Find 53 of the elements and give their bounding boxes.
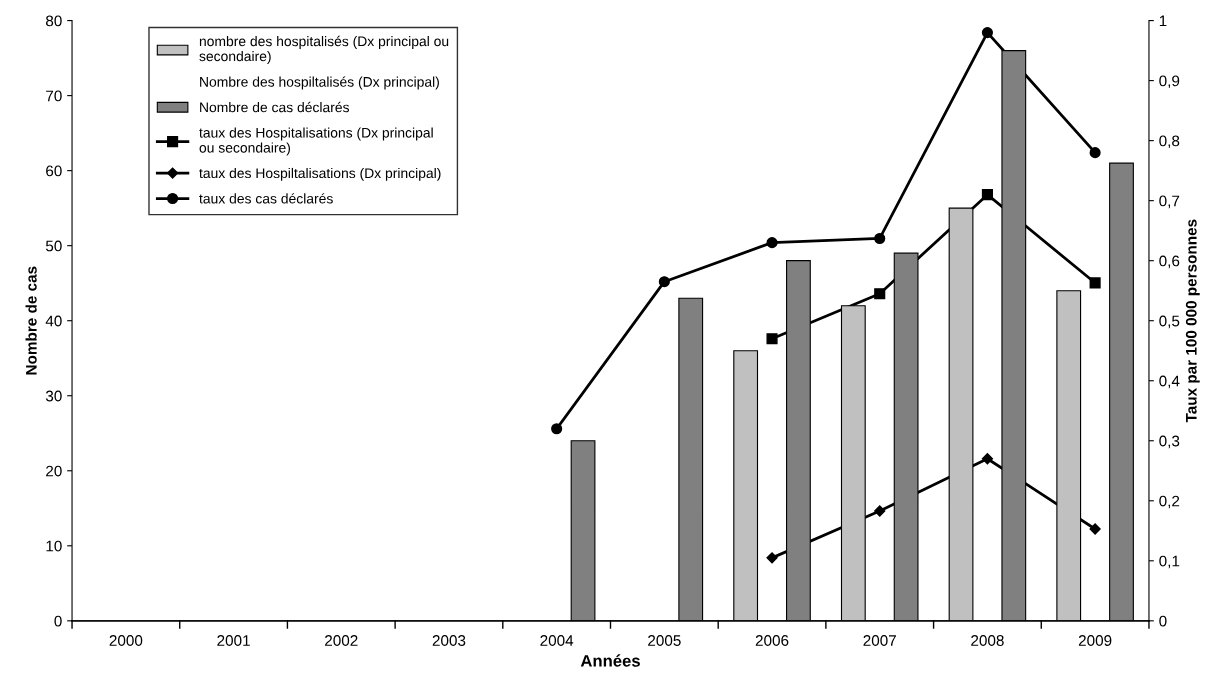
- y2-tick-label: 0,4: [1159, 375, 1180, 389]
- x-tick-label: 2002: [325, 635, 358, 646]
- x-axis-title: Années: [580, 654, 640, 667]
- y-tick-label: 40: [45, 315, 62, 327]
- x-tick-label: 2008: [971, 635, 1004, 646]
- y2-tick-label: 0,2: [1159, 495, 1180, 509]
- x-tick-label: 2004: [540, 635, 574, 646]
- legend-label: taux des Hospitalisations (Dx principal ou secondaire): [199, 127, 433, 156]
- point: [1089, 523, 1101, 535]
- x-tick-label: 2000: [109, 635, 143, 646]
- y2-tick-label: 0,8: [1159, 135, 1180, 149]
- point: [981, 189, 993, 201]
- point: [766, 552, 778, 564]
- x-tick-label: 2009: [1078, 635, 1112, 646]
- point: [874, 505, 886, 517]
- y2-tick-label: 0,6: [1159, 255, 1180, 269]
- y2-axis-title: Taux par 100 000 personnes: [1185, 219, 1200, 423]
- y2-tick-label: 0,5: [1159, 315, 1180, 329]
- x-tick-label: 2003: [432, 635, 466, 646]
- x-tick-label: 2001: [217, 635, 250, 646]
- point: [766, 237, 778, 249]
- point: [1089, 277, 1101, 289]
- y-tick-label: 10: [46, 540, 62, 552]
- legend-label: taux des Hospiltalisations (Dx principal): [199, 167, 441, 181]
- y-axis-title: Nombre de cas: [25, 266, 37, 375]
- legend-label: Nombre de cas déclarés: [200, 101, 350, 113]
- point: [981, 27, 993, 39]
- point: [551, 423, 563, 435]
- y2-tick-label: 0: [1159, 615, 1167, 627]
- x-tick-label: 2006: [755, 635, 789, 646]
- y-tick-label: 50: [45, 240, 62, 252]
- y-tick-label: 60: [46, 165, 62, 177]
- y2-tick-label: 0,3: [1159, 435, 1180, 449]
- point: [766, 333, 778, 345]
- y2-tick-label: 1: [1159, 15, 1167, 27]
- point: [981, 453, 994, 465]
- y-tick-label: 0: [54, 615, 62, 627]
- x-tick-label: 2007: [863, 635, 896, 646]
- point: [1089, 147, 1101, 159]
- y2-tick-label: 0,9: [1159, 75, 1180, 89]
- point: [658, 276, 670, 288]
- y-tick-label: 20: [46, 465, 62, 477]
- text: Nombre des hospiltalisés (Dx principal): [200, 76, 439, 90]
- y2-tick-label: 0,1: [1159, 555, 1180, 569]
- point: [874, 232, 886, 245]
- legend-label: nombre des hospitalisés (Dx principal ou secondaire): [199, 35, 449, 64]
- y-tick-label: 30: [45, 390, 62, 402]
- y-tick-label: 80: [45, 15, 62, 27]
- point: [874, 288, 886, 300]
- y-tick-label: 70: [46, 90, 62, 102]
- x-tick-label: 2005: [648, 635, 681, 646]
- legend-label: taux des cas déclarés: [199, 193, 333, 204]
- y2-tick-label: 0,7: [1159, 195, 1180, 209]
